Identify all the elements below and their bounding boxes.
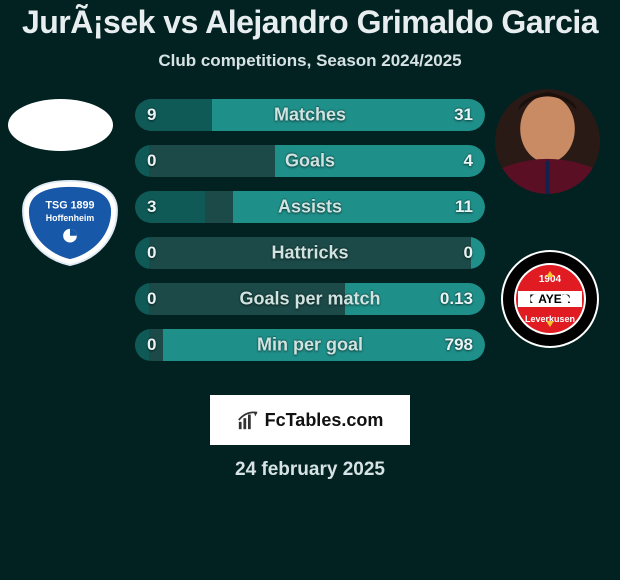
stat-bars: 931Matches04Goals311Assists00Hattricks00… xyxy=(135,99,485,375)
club-left-badge: TSG 1899 Hoffenheim xyxy=(20,179,120,267)
stat-value-right: 0.13 xyxy=(440,289,473,309)
stat-value-right: 31 xyxy=(454,105,473,125)
page-title: JurÃ¡sek vs Alejandro Grimaldo Garcia xyxy=(0,4,620,41)
stat-label: Min per goal xyxy=(257,335,363,356)
club-left-text-1: TSG 1899 xyxy=(46,199,95,211)
stat-row: 0 798 Min per goal xyxy=(135,329,485,361)
stat-fill-right xyxy=(212,99,485,131)
stat-fill-right xyxy=(233,191,485,223)
fctables-logo-icon xyxy=(237,409,259,431)
stat-value-left: 0 xyxy=(147,151,156,171)
player-left-avatar xyxy=(8,99,113,151)
stat-label: Matches xyxy=(274,105,346,126)
face xyxy=(520,95,575,162)
leverkusen-badge-svg: BAYER 1904 Leverkusen xyxy=(500,249,600,349)
stat-fill-right xyxy=(471,237,485,269)
stat-row: 0 0.13 Goals per match xyxy=(135,283,485,315)
page-subtitle: Club competitions, Season 2024/2025 xyxy=(0,51,620,71)
player-right-avatar-svg xyxy=(495,89,600,194)
stat-value-right: 0 xyxy=(464,243,473,263)
stat-label: Assists xyxy=(278,197,342,218)
stat-label: Goals xyxy=(285,151,335,172)
stat-value-right: 4 xyxy=(464,151,473,171)
stat-row: 0 0 Hattricks xyxy=(135,237,485,269)
stat-value-right: 11 xyxy=(455,197,473,217)
player-right-avatar xyxy=(495,89,600,194)
stat-value-left: 9 xyxy=(147,105,156,125)
stat-fill-left xyxy=(135,191,205,223)
stat-value-left: 0 xyxy=(147,289,156,309)
comparison-card: JurÃ¡sek vs Alejandro Grimaldo Garcia Cl… xyxy=(0,0,620,580)
hoffenheim-badge-svg: TSG 1899 Hoffenheim xyxy=(20,179,120,267)
club-left-text-2: Hoffenheim xyxy=(46,213,95,223)
footer-date: 24 february 2025 xyxy=(0,459,620,481)
stat-value-left: 3 xyxy=(147,197,156,217)
stat-value-left: 0 xyxy=(147,243,156,263)
stat-label: Goals per match xyxy=(239,289,380,310)
stat-row: 0 4 Goals xyxy=(135,145,485,177)
brand-label: FcTables.com xyxy=(265,410,384,431)
stat-row: 9 31 Matches xyxy=(135,99,485,131)
club-right-badge: BAYER 1904 Leverkusen xyxy=(500,249,600,349)
stat-label: Hattricks xyxy=(271,243,348,264)
stat-row: 3 11 Assists xyxy=(135,191,485,223)
stat-value-left: 0 xyxy=(147,335,156,355)
brand-box: FcTables.com xyxy=(210,395,410,445)
stat-value-right: 798 xyxy=(445,335,473,355)
comparison-body: TSG 1899 Hoffenheim BAYER 1904 Leverkuse… xyxy=(0,99,620,379)
